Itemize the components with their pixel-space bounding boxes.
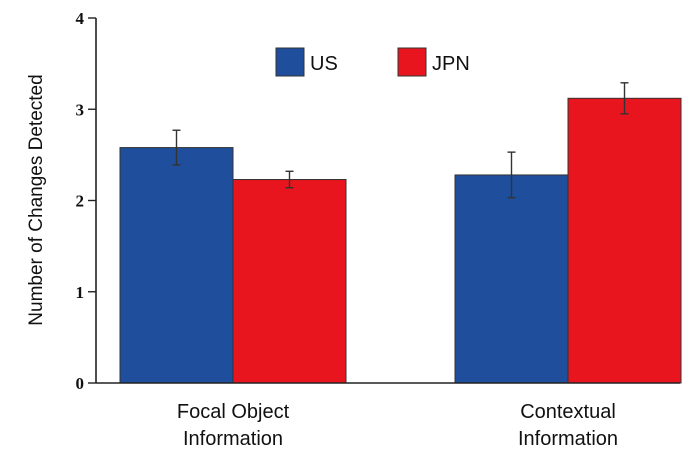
category-label-line: Focal Object xyxy=(177,401,290,423)
y-tick-label: 1 xyxy=(76,283,85,302)
legend-swatch-jpn xyxy=(397,47,427,77)
category-label-line: Information xyxy=(183,428,283,450)
bar-us-1 xyxy=(454,174,569,384)
y-tick-label: 3 xyxy=(76,100,85,119)
bar-jpn-0 xyxy=(232,179,347,384)
bar-jpn-1 xyxy=(567,97,682,384)
category-label-line: Contextual xyxy=(520,401,616,423)
bars xyxy=(119,97,682,384)
bar-us-0 xyxy=(119,147,234,384)
legend-label-jpn: JPN xyxy=(432,53,470,75)
y-tick-label: 0 xyxy=(76,374,85,393)
error-bars xyxy=(172,82,629,199)
legend-label-us: US xyxy=(310,53,338,75)
category-labels: Focal Object Information Contextual Informa… xyxy=(177,401,618,450)
legend-swatch-us xyxy=(275,47,305,77)
legend: US JPN xyxy=(275,47,470,77)
category-label-line: Information xyxy=(518,428,618,450)
y-axis-label: Number of Changes Detected xyxy=(26,74,47,325)
y-tick-label: 2 xyxy=(76,192,85,211)
y-ticks: 0 1 2 3 4 xyxy=(76,9,96,393)
y-tick-label: 4 xyxy=(76,9,85,28)
